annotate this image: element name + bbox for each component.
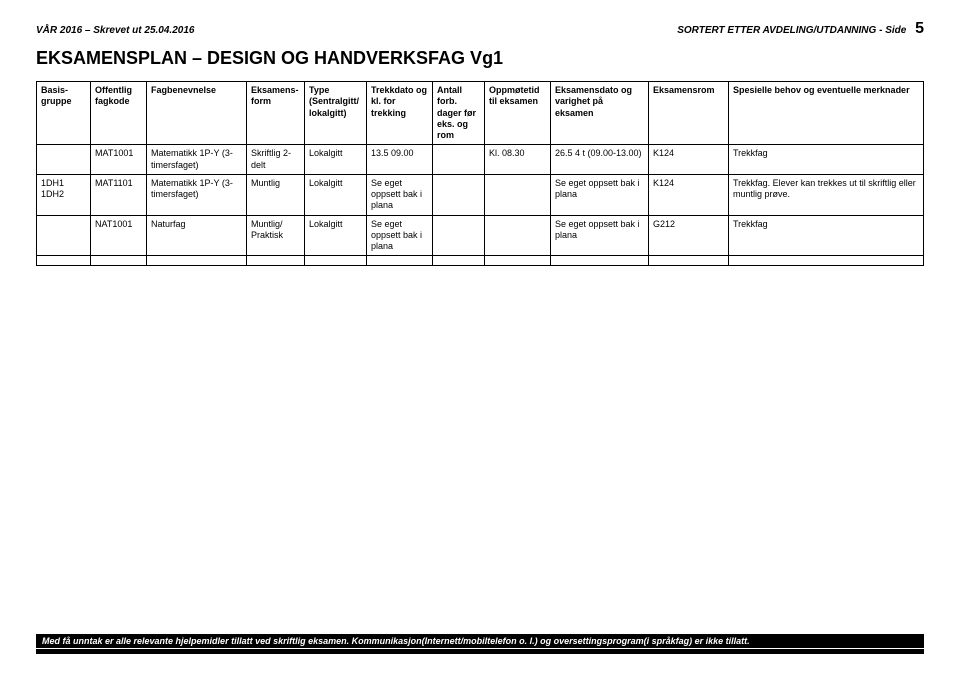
cell-fagben: Matematikk 1P-Y (3-timersfaget) — [147, 174, 247, 215]
cell-eksdato: 26.5 4 t (09.00-13.00) — [551, 145, 649, 175]
cell-basis — [37, 145, 91, 175]
cell-fagkode: MAT1001 — [91, 145, 147, 175]
cell-trekk: 13.5 09.00 — [367, 145, 433, 175]
cell-eksform: Muntlig/ Praktisk — [247, 215, 305, 256]
col-antall: Antall forb. dager før eks. og rom — [433, 82, 485, 145]
table-row: NAT1001 Naturfag Muntlig/ Praktisk Lokal… — [37, 215, 924, 256]
cell-type: Lokalgitt — [305, 145, 367, 175]
cell-spes: Trekkfag. Elever kan trekkes ut til skri… — [729, 174, 924, 215]
col-oppm: Oppmøtetid til eksamen — [485, 82, 551, 145]
cell-eksdato: Se eget oppsett bak i plana — [551, 215, 649, 256]
cell-fagben: Matematikk 1P-Y (3-timersfaget) — [147, 145, 247, 175]
cell-basis: 1DH1 1DH2 — [37, 174, 91, 215]
page: VÅR 2016 – Skrevet ut 25.04.2016 SORTERT… — [0, 0, 960, 680]
col-trekk: Trekkdato og kl. for trekking — [367, 82, 433, 145]
col-type: Type (Sentralgitt/ lokalgitt) — [305, 82, 367, 145]
cell-eksrom: K124 — [649, 174, 729, 215]
footer-underline — [36, 649, 924, 654]
col-basis: Basis-gruppe — [37, 82, 91, 145]
cell-eksform: Skriftlig 2-delt — [247, 145, 305, 175]
cell-eksform: Muntlig — [247, 174, 305, 215]
page-number: 5 — [915, 20, 924, 37]
header-left: VÅR 2016 – Skrevet ut 25.04.2016 — [36, 25, 194, 36]
cell-eksrom: K124 — [649, 145, 729, 175]
cell-oppm — [485, 215, 551, 256]
table-row: MAT1001 Matematikk 1P-Y (3-timersfaget) … — [37, 145, 924, 175]
col-eksform: Eksamens-form — [247, 82, 305, 145]
cell-spes: Trekkfag — [729, 145, 924, 175]
header-right-label: SORTERT ETTER AVDELING/UTDANNING - Side — [677, 25, 906, 36]
page-header: VÅR 2016 – Skrevet ut 25.04.2016 SORTERT… — [36, 20, 924, 38]
cell-trekk: Se eget oppsett bak i plana — [367, 174, 433, 215]
header-right: SORTERT ETTER AVDELING/UTDANNING - Side … — [677, 20, 924, 38]
cell-fagkode: NAT1001 — [91, 215, 147, 256]
cell-type: Lokalgitt — [305, 174, 367, 215]
page-title: EKSAMENSPLAN – DESIGN OG HANDVERKSFAG Vg… — [36, 48, 924, 69]
cell-eksdato: Se eget oppsett bak i plana — [551, 174, 649, 215]
col-fagben: Fagbenevnelse — [147, 82, 247, 145]
cell-antall — [433, 174, 485, 215]
cell-eksrom: G212 — [649, 215, 729, 256]
cell-type: Lokalgitt — [305, 215, 367, 256]
exam-plan-table: Basis-gruppe Offentlig fagkode Fagbenevn… — [36, 81, 924, 266]
table-header: Basis-gruppe Offentlig fagkode Fagbenevn… — [37, 82, 924, 145]
cell-trekk: Se eget oppsett bak i plana — [367, 215, 433, 256]
cell-fagkode: MAT1101 — [91, 174, 147, 215]
col-eksrom: Eksamensrom — [649, 82, 729, 145]
cell-antall — [433, 145, 485, 175]
cell-spes: Trekkfag — [729, 215, 924, 256]
table-body: MAT1001 Matematikk 1P-Y (3-timersfaget) … — [37, 145, 924, 266]
cell-oppm — [485, 174, 551, 215]
footer-text: Med få unntak er alle relevante hjelpemi… — [36, 634, 924, 648]
cell-fagben: Naturfag — [147, 215, 247, 256]
table-row: 1DH1 1DH2 MAT1101 Matematikk 1P-Y (3-tim… — [37, 174, 924, 215]
table-spacer-row — [37, 256, 924, 266]
col-fagkode: Offentlig fagkode — [91, 82, 147, 145]
page-footer: Med få unntak er alle relevante hjelpemi… — [36, 634, 924, 654]
cell-oppm: Kl. 08.30 — [485, 145, 551, 175]
cell-antall — [433, 215, 485, 256]
cell-basis — [37, 215, 91, 256]
col-spes: Spesielle behov og eventuelle merknader — [729, 82, 924, 145]
col-eksdato: Eksamensdato og varighet på eksamen — [551, 82, 649, 145]
